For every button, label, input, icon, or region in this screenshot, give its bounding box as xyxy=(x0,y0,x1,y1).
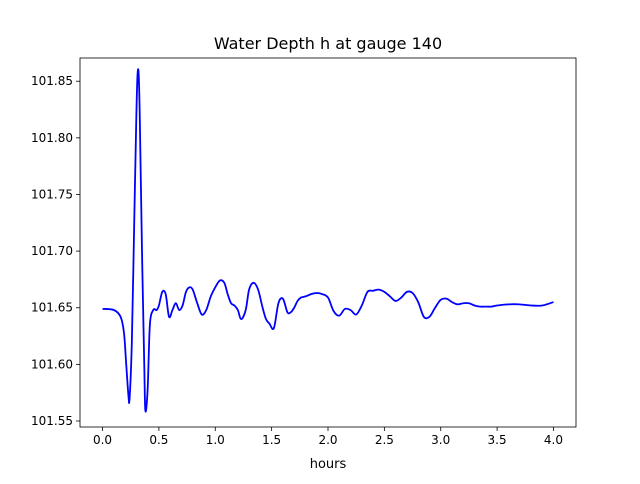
y-tick-label: 101.85 xyxy=(31,74,73,88)
y-tick-label: 101.65 xyxy=(31,301,73,315)
y-tick-label: 101.75 xyxy=(31,187,73,201)
x-tick-label: 4.0 xyxy=(544,433,563,447)
x-tick-label: 3.0 xyxy=(431,433,450,447)
x-tick-label: 2.0 xyxy=(318,433,337,447)
x-tick-label: 3.5 xyxy=(488,433,507,447)
plot-frame xyxy=(79,57,577,428)
x-tick-label: 0.5 xyxy=(149,433,168,447)
x-axis-label: hours xyxy=(310,457,347,472)
series-layer xyxy=(102,68,554,413)
x-axis-ticks: 0.0 0.5 1.0 1.5 2.0 2.5 3.0 3.5 4.0 xyxy=(93,427,563,447)
y-tick-label: 101.80 xyxy=(31,131,73,145)
x-tick-label: 1.0 xyxy=(206,433,225,447)
y-tick-label: 101.55 xyxy=(31,414,73,428)
x-tick-label: 1.5 xyxy=(262,433,281,447)
y-tick-label: 101.70 xyxy=(31,244,73,258)
y-tick-label: 101.60 xyxy=(31,357,73,371)
x-tick-label: 2.5 xyxy=(375,433,394,447)
y-axis-ticks: 101.55 101.60 101.65 101.70 101.75 101.80 101.… xyxy=(31,74,80,428)
x-tick-label: 0.0 xyxy=(93,433,112,447)
chart-title: Water Depth h at gauge 140 xyxy=(214,34,442,53)
series-line xyxy=(102,68,554,413)
